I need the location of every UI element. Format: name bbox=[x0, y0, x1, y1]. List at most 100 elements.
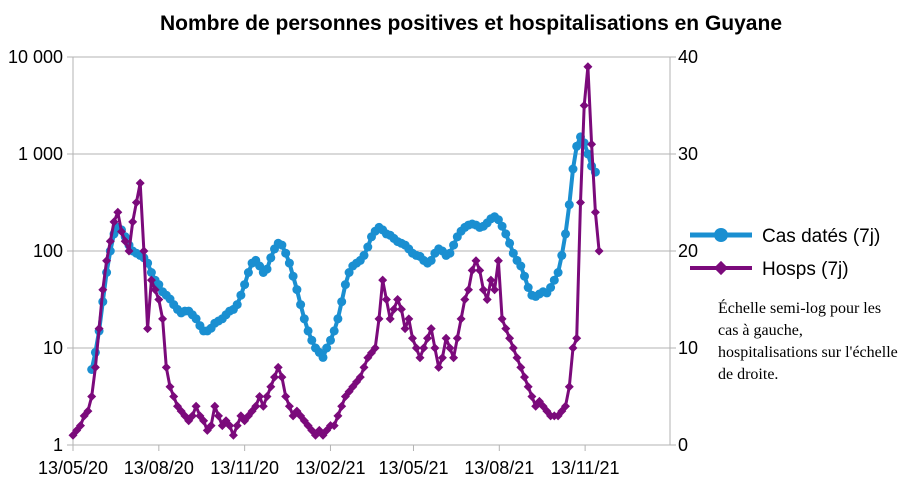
x-tick-label: 13/05/21 bbox=[378, 458, 448, 478]
data-point bbox=[228, 430, 238, 440]
data-point bbox=[105, 236, 115, 246]
data-point bbox=[236, 290, 246, 300]
data-point bbox=[83, 406, 93, 416]
data-point bbox=[505, 333, 515, 343]
data-point bbox=[583, 62, 593, 72]
data-point bbox=[199, 416, 209, 426]
data-point bbox=[251, 401, 261, 411]
data-point bbox=[146, 268, 156, 277]
data-point bbox=[374, 314, 384, 324]
left-tick-label: 100 bbox=[33, 241, 63, 261]
x-tick-label: 13/05/20 bbox=[38, 458, 108, 478]
data-point bbox=[497, 221, 507, 231]
data-point bbox=[120, 236, 130, 246]
data-point bbox=[146, 275, 156, 285]
data-point bbox=[460, 295, 470, 304]
data-point bbox=[359, 362, 369, 372]
data-point bbox=[150, 285, 160, 295]
data-point bbox=[561, 229, 570, 239]
data-point bbox=[288, 271, 298, 281]
data-point bbox=[340, 280, 350, 290]
data-point bbox=[594, 246, 604, 256]
right-axis: 0 10 20 30 40 bbox=[670, 47, 698, 455]
data-point bbox=[471, 256, 481, 266]
data-point bbox=[520, 372, 529, 382]
series-line bbox=[89, 134, 598, 370]
series-layer bbox=[68, 62, 604, 440]
left-tick-label: 10 bbox=[43, 338, 63, 358]
data-point bbox=[318, 352, 328, 362]
data-point bbox=[497, 314, 507, 324]
left-tick-label: 1 000 bbox=[18, 144, 63, 164]
data-point bbox=[490, 285, 500, 295]
data-point bbox=[411, 343, 421, 353]
data-point bbox=[143, 324, 153, 334]
data-point bbox=[437, 353, 447, 363]
data-point bbox=[191, 314, 201, 324]
data-point bbox=[404, 314, 414, 324]
left-axis: 1 10 100 1 000 10 000 bbox=[8, 47, 73, 455]
data-point bbox=[396, 304, 406, 314]
data-point bbox=[292, 285, 302, 295]
data-point bbox=[452, 333, 462, 343]
series-line bbox=[71, 65, 601, 437]
data-point bbox=[240, 280, 250, 290]
data-point bbox=[516, 362, 526, 372]
data-point bbox=[486, 275, 496, 285]
data-point bbox=[568, 164, 578, 174]
data-point bbox=[572, 333, 582, 343]
data-point bbox=[281, 248, 291, 258]
data-point bbox=[564, 200, 574, 210]
legend-label-cases: Cas datés (7j) bbox=[762, 226, 880, 247]
data-point bbox=[329, 421, 339, 431]
data-point bbox=[564, 382, 574, 392]
legend-marker-cases bbox=[714, 228, 728, 242]
data-point bbox=[326, 335, 335, 345]
data-point bbox=[400, 324, 410, 334]
data-point bbox=[206, 421, 216, 431]
data-point bbox=[214, 411, 223, 421]
data-point bbox=[277, 240, 287, 250]
data-point bbox=[553, 268, 563, 277]
x-tick-label: 13/08/20 bbox=[124, 458, 194, 478]
right-tick-label: 0 bbox=[678, 435, 688, 455]
data-point bbox=[266, 382, 276, 392]
data-point bbox=[423, 333, 432, 343]
data-point bbox=[355, 372, 365, 382]
data-point bbox=[561, 401, 570, 411]
x-tick-label: 13/08/21 bbox=[464, 458, 534, 478]
data-point bbox=[281, 392, 291, 401]
left-tick-label: 10 000 bbox=[8, 47, 63, 67]
legend-item-cases: Cas datés (7j) bbox=[690, 226, 880, 247]
x-tick-label: 13/02/21 bbox=[295, 458, 365, 478]
data-point bbox=[408, 333, 417, 343]
data-point bbox=[322, 343, 332, 353]
data-point bbox=[505, 238, 515, 248]
legend-label-hosps: Hosps (7j) bbox=[762, 259, 849, 280]
chart-title: Nombre de personnes positives et hospita… bbox=[160, 12, 782, 35]
data-point bbox=[277, 372, 287, 382]
data-point bbox=[131, 198, 141, 207]
data-point bbox=[262, 264, 272, 274]
right-tick-label: 10 bbox=[678, 338, 698, 358]
data-point bbox=[128, 217, 138, 227]
data-point bbox=[512, 353, 522, 363]
data-point bbox=[549, 275, 559, 285]
data-point bbox=[329, 326, 339, 336]
data-point bbox=[523, 382, 533, 392]
data-point bbox=[135, 178, 145, 188]
data-point bbox=[430, 343, 440, 353]
data-point bbox=[210, 401, 220, 411]
data-point bbox=[419, 343, 429, 353]
data-point bbox=[501, 229, 511, 239]
data-point bbox=[568, 343, 578, 353]
data-point bbox=[475, 265, 485, 275]
data-point bbox=[113, 207, 123, 217]
right-tick-label: 30 bbox=[678, 144, 698, 164]
data-point bbox=[307, 335, 317, 345]
scale-note: Échelle semi-log pour les cas à gauche, … bbox=[718, 300, 898, 383]
right-tick-label: 40 bbox=[678, 47, 698, 67]
data-point bbox=[426, 255, 436, 265]
data-point bbox=[508, 248, 518, 258]
data-point bbox=[441, 333, 451, 343]
